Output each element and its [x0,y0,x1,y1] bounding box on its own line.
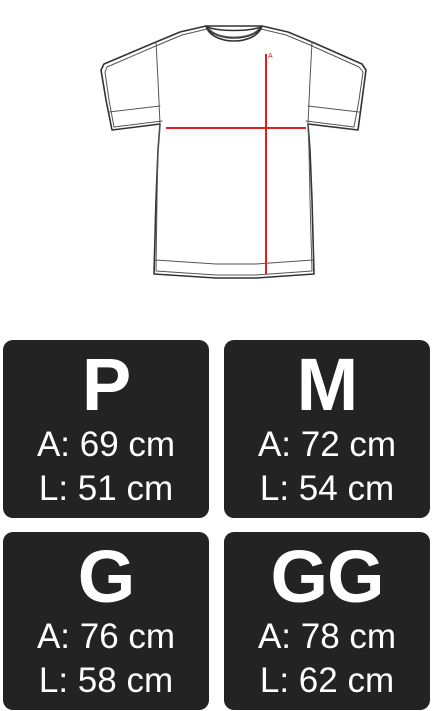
length-measurement: L: 62 cm [259,661,395,700]
size-letter: P [81,343,131,426]
size-letter: M [296,343,359,426]
length-measurement: L: 58 cm [38,661,174,700]
measurement-lines [166,54,306,274]
tshirt-diagram: A [96,20,376,282]
measure-marker-label: A [268,53,273,60]
width-measurement: A: 76 cm [36,617,176,656]
size-card-gg: GG A: 78 cm L: 62 cm [224,532,430,710]
size-card-g: G A: 76 cm L: 58 cm [3,532,209,710]
width-measurement: A: 69 cm [36,425,176,464]
tshirt-outline-image: A [100,25,367,279]
length-measurement: L: 54 cm [259,469,395,508]
width-measurement: A: 78 cm [257,617,397,656]
size-letter: GG [270,535,384,618]
size-card-m: M A: 72 cm L: 54 cm [224,340,430,518]
length-measurement: L: 51 cm [38,469,174,508]
width-measurement: A: 72 cm [257,425,397,464]
size-letter: G [77,535,136,618]
size-card-p: P A: 69 cm L: 51 cm [3,340,209,518]
